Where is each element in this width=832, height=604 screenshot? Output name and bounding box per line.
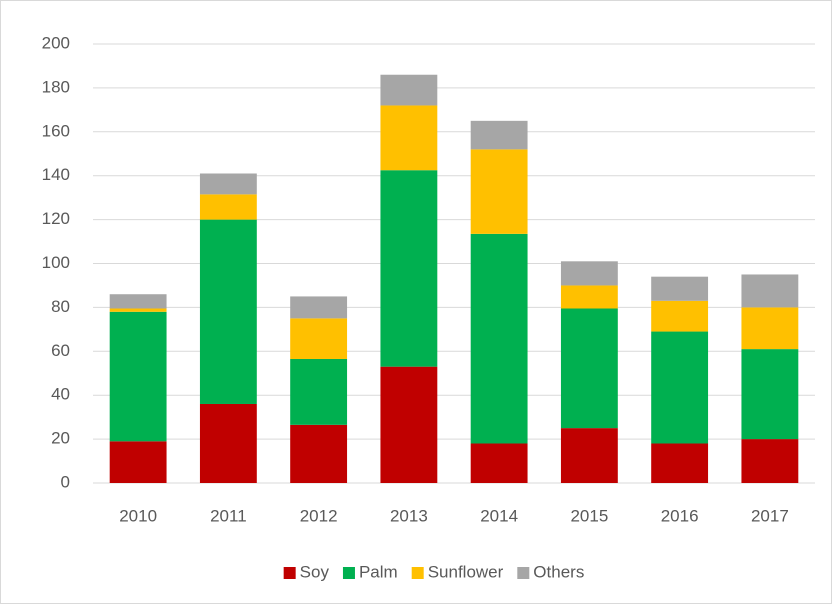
bar-segment (560, 285, 618, 309)
bar-segment (470, 443, 528, 483)
y-tick-label: 60 (51, 341, 70, 360)
bar-segment (290, 296, 348, 319)
bar-segment (470, 233, 528, 444)
bar-segment (651, 276, 709, 301)
bar-segment (290, 424, 348, 483)
legend-swatch (283, 567, 296, 579)
x-tick-label: 2011 (210, 506, 247, 525)
y-tick-label: 80 (51, 297, 70, 316)
y-tick-label: 180 (42, 77, 70, 96)
bar-segment (109, 308, 167, 312)
y-tick-label: 20 (51, 429, 70, 448)
bar-segment (741, 349, 799, 440)
x-tick-label: 2010 (119, 506, 157, 525)
bar-segment (290, 358, 348, 425)
legend-label: Others (533, 562, 584, 581)
bar-segment (199, 173, 257, 195)
bar-segment (380, 366, 438, 483)
bar-segment (741, 307, 799, 350)
bar-segment (470, 120, 528, 150)
bar-segment (560, 308, 618, 429)
bar-segment (199, 403, 257, 483)
bar-segment (380, 105, 438, 171)
y-tick-label: 160 (42, 121, 70, 140)
x-tick-label: 2014 (480, 506, 518, 525)
legend-label: Palm (359, 562, 398, 581)
bar-segment (651, 300, 709, 332)
legend-label: Sunflower (428, 562, 504, 581)
y-tick-label: 0 (61, 472, 70, 491)
x-tick-label: 2015 (570, 506, 608, 525)
bar-segment (741, 274, 799, 308)
x-tick-label: 2016 (661, 506, 699, 525)
bar-segment (560, 261, 618, 286)
y-tick-label: 100 (42, 253, 70, 272)
x-tick-label: 2012 (300, 506, 338, 525)
bar-segment (199, 219, 257, 404)
x-tick-label: 2013 (390, 506, 428, 525)
bar-segment (199, 194, 257, 220)
bar-segment (290, 318, 348, 359)
legend-label: Soy (300, 562, 330, 581)
legend-swatch (342, 567, 355, 579)
bar-segment (109, 441, 167, 483)
legend-swatch (517, 567, 530, 579)
bar-segment (109, 294, 167, 309)
x-tick-label: 2017 (751, 506, 789, 525)
y-tick-label: 200 (42, 33, 70, 52)
legend: Soy Palm Sunflower Others (283, 562, 584, 581)
y-tick-label: 120 (42, 209, 70, 228)
bar-segment (109, 311, 167, 442)
bar-segment (470, 149, 528, 234)
y-tick-label: 140 (42, 165, 70, 184)
legend-swatch (411, 567, 424, 579)
bar-segment (380, 170, 438, 367)
bar-segment (560, 428, 618, 483)
bar-segment (380, 74, 438, 106)
bar-segment (651, 443, 709, 483)
bar-segment (741, 439, 799, 483)
bar-segment (651, 331, 709, 444)
y-tick-label: 40 (51, 385, 70, 404)
